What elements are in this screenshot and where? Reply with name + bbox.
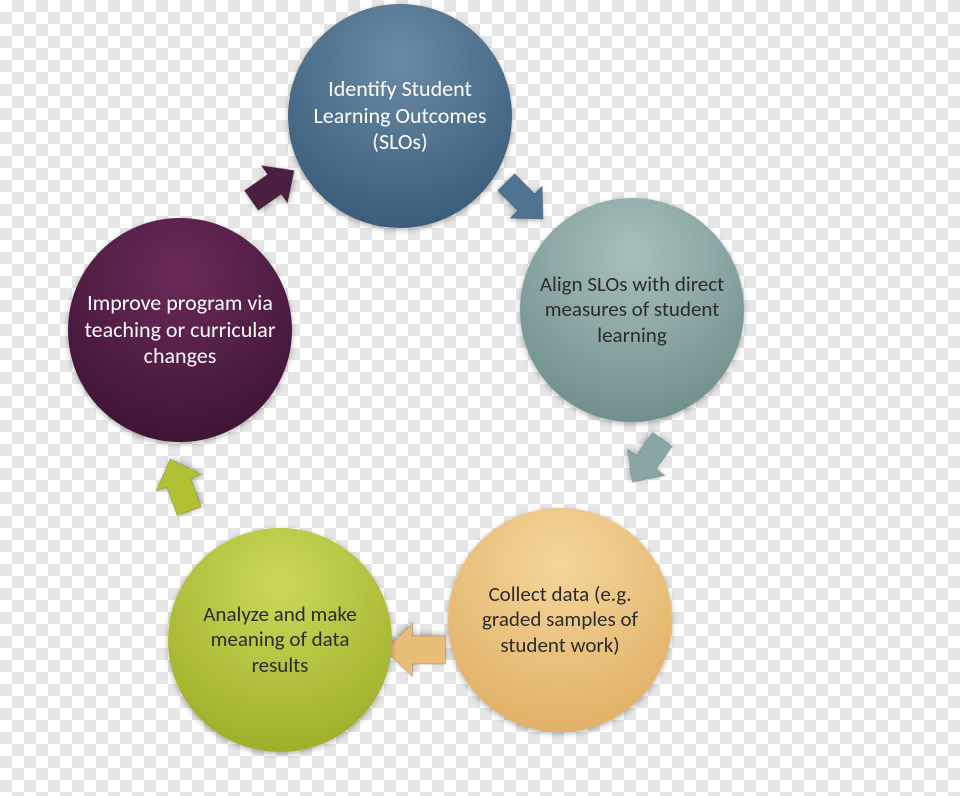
cycle-diagram: Identify Student Learning Outcomes (SLOs… (0, 0, 960, 796)
node-collect-label: Collect data (e.g. graded samples of stu… (448, 582, 672, 658)
node-identify-label: Identify Student Learning Outcomes (SLOs… (288, 76, 512, 155)
node-analyze-label: Analyze and make meaning of data results (168, 602, 392, 678)
node-analyze: Analyze and make meaning of data results (168, 528, 392, 752)
arrow-analyze-to-improve (139, 445, 221, 527)
node-improve-label: Improve program via teaching or curricul… (68, 290, 292, 369)
arrow-align-to-collect (606, 418, 690, 502)
node-improve: Improve program via teaching or curricul… (68, 218, 292, 442)
node-collect: Collect data (e.g. graded samples of stu… (448, 508, 672, 732)
node-align: Align SLOs with direct measures of stude… (520, 198, 744, 422)
node-align-label: Align SLOs with direct measures of stude… (520, 272, 744, 348)
node-identify: Identify Student Learning Outcomes (SLOs… (288, 4, 512, 228)
